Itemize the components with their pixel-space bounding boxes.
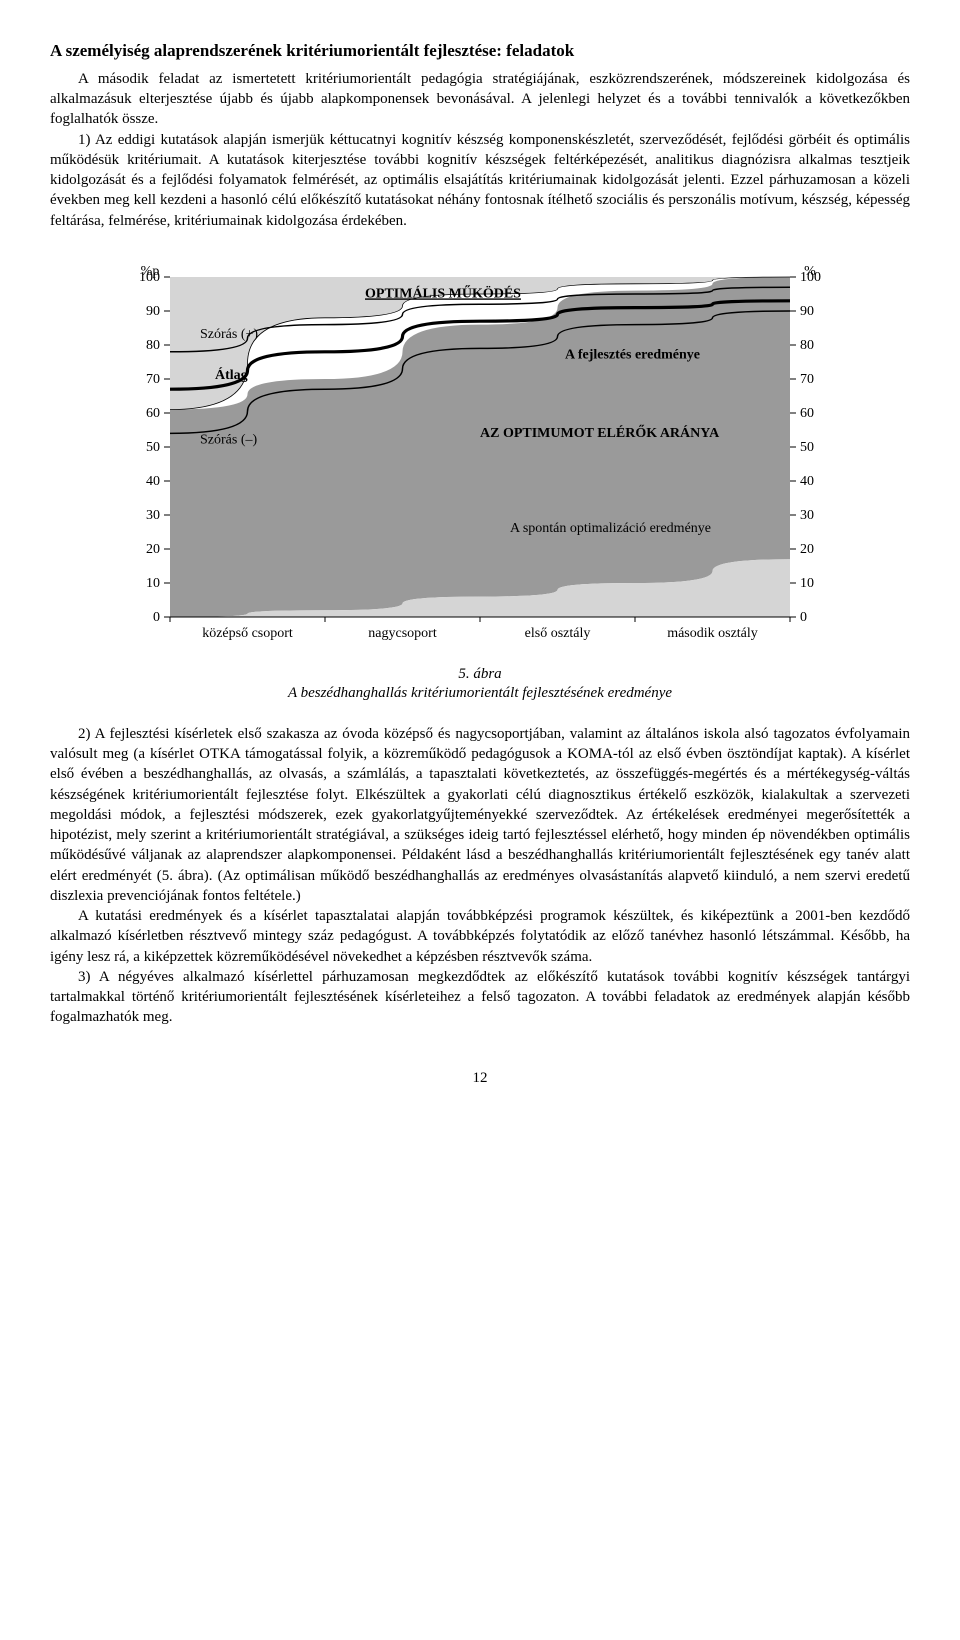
- ytick-left: 40: [146, 474, 160, 489]
- ytick-left: 80: [146, 338, 160, 353]
- page-number: 12: [50, 1068, 910, 1088]
- label-optimumot-elerok: AZ OPTIMUMOT ELÉRŐK ARÁNYA: [480, 424, 720, 441]
- ytick-right: 20: [800, 542, 814, 557]
- label-szoras-minus: Szórás (–): [200, 433, 257, 448]
- ytick-left: 50: [146, 440, 160, 455]
- paragraph-1a: A második feladat az ismertetett kritéri…: [50, 69, 910, 130]
- ytick-left: 90: [146, 304, 160, 319]
- ytick-right: 60: [800, 406, 814, 421]
- left-axis-label: %p: [141, 264, 160, 279]
- x-category-label: középső csoport: [202, 626, 293, 641]
- label-fejlesztes-eredmenye: A fejlesztés eredménye: [565, 348, 700, 363]
- ytick-right: 30: [800, 508, 814, 523]
- ytick-left: 60: [146, 406, 160, 421]
- page-heading: A személyiség alaprendszerének kritérium…: [50, 40, 910, 63]
- ytick-right: 50: [800, 440, 814, 455]
- ytick-left: 10: [146, 576, 160, 591]
- x-category-label: nagycsoport: [368, 626, 437, 641]
- label-spontan-eredmenye: A spontán optimalizáció eredménye: [510, 521, 711, 536]
- x-category-label: első osztály: [525, 626, 591, 641]
- ytick-right: 0: [800, 610, 807, 625]
- chart-svg: 0010102020303040405050606070708080909010…: [110, 257, 850, 657]
- ytick-left: 70: [146, 372, 160, 387]
- ytick-left: 20: [146, 542, 160, 557]
- label-optimalis-mukodes: OPTIMÁLIS MŰKÖDÉS: [365, 284, 521, 301]
- label-atlag: Átlag: [215, 366, 248, 383]
- ytick-right: 90: [800, 304, 814, 319]
- figure-5-chart: 0010102020303040405050606070708080909010…: [110, 257, 850, 657]
- label-szoras-plus: Szórás (+): [200, 327, 258, 342]
- figure-caption-block: 5. ábra A beszédhanghallás kritériumorie…: [50, 665, 910, 704]
- ytick-left: 0: [153, 610, 160, 625]
- paragraph-2c: 3) A négyéves alkalmazó kísérlettel párh…: [50, 967, 910, 1028]
- ytick-right: 80: [800, 338, 814, 353]
- paragraph-1b: 1) Az eddigi kutatások alapján ismerjük …: [50, 130, 910, 231]
- paragraph-2b: A kutatási eredmények és a kísérlet tapa…: [50, 906, 910, 967]
- ytick-left: 30: [146, 508, 160, 523]
- ytick-right: 70: [800, 372, 814, 387]
- right-axis-label: %: [804, 264, 816, 279]
- ytick-right: 40: [800, 474, 814, 489]
- x-category-label: második osztály: [667, 626, 758, 641]
- ytick-right: 10: [800, 576, 814, 591]
- figure-number: 5. ábra: [458, 666, 501, 682]
- paragraph-2a: 2) A fejlesztési kísérletek első szakasz…: [50, 724, 910, 906]
- figure-caption-text: A beszédhanghallás kritériumorientált fe…: [288, 685, 672, 701]
